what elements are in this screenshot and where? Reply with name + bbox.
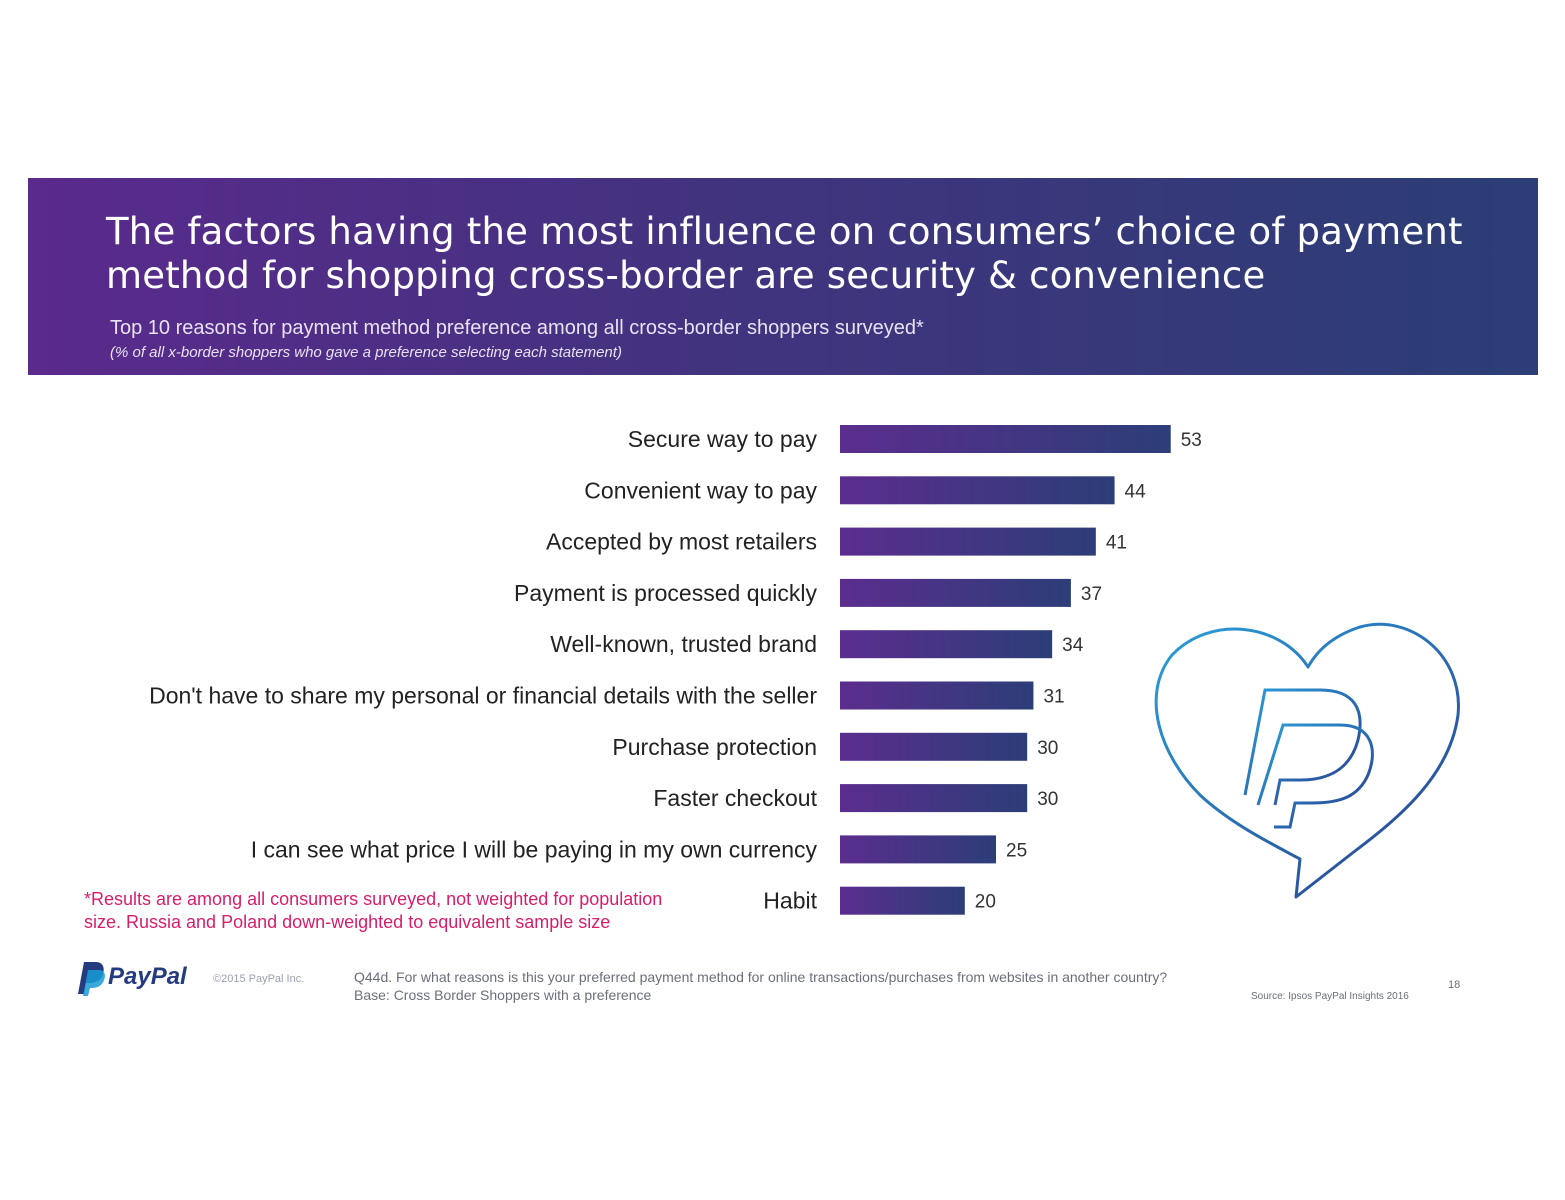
footnote: *Results are among all consumers surveye… xyxy=(84,889,663,932)
bar xyxy=(840,886,965,915)
category-label: Don't have to share my personal or finan… xyxy=(149,683,817,709)
chart-subtitle: Top 10 reasons for payment method prefer… xyxy=(110,317,924,339)
value-label: 44 xyxy=(1125,481,1147,502)
survey-question: Q44d. For what reasons is this your pref… xyxy=(354,968,1167,1004)
bar xyxy=(840,681,1034,710)
category-label: Payment is processed quickly xyxy=(514,580,817,606)
paypal-logo-icon xyxy=(78,962,105,996)
value-label: 41 xyxy=(1106,533,1127,554)
category-label: Secure way to pay xyxy=(628,426,818,452)
source: Source: Ipsos PayPal Insights 2016 xyxy=(1251,991,1409,1002)
bar xyxy=(840,527,1096,556)
value-label: 20 xyxy=(975,892,996,913)
page-number: 18 xyxy=(1448,979,1461,991)
value-label: 34 xyxy=(1062,635,1084,656)
category-label: Accepted by most retailers xyxy=(546,529,817,555)
category-label: Faster checkout xyxy=(653,785,817,811)
title-banner: The factors having the most influence on… xyxy=(28,178,1538,375)
bar xyxy=(840,784,1028,813)
value-label: 37 xyxy=(1081,584,1102,605)
category-label: Well-known, trusted brand xyxy=(550,631,817,657)
category-label: I can see what price I will be paying in… xyxy=(251,836,818,862)
bar xyxy=(840,732,1028,761)
page-title: The factors having the most influence on… xyxy=(106,210,1463,297)
base-text: Base: Cross Border Shoppers with a prefe… xyxy=(354,987,652,1003)
value-label: 31 xyxy=(1043,687,1064,708)
bar xyxy=(840,835,996,864)
value-label: 53 xyxy=(1181,430,1202,451)
category-label: Purchase protection xyxy=(612,734,817,760)
bar xyxy=(840,578,1071,607)
bar xyxy=(840,630,1053,659)
heart-paypal-icon xyxy=(1154,622,1460,899)
value-label: 30 xyxy=(1037,789,1058,810)
paypal-wordmark: PayPal xyxy=(108,963,187,990)
value-label: 25 xyxy=(1006,840,1027,861)
category-label: Convenient way to pay xyxy=(584,477,817,503)
category-label: Habit xyxy=(763,888,817,914)
chart-note: (% of all x-border shoppers who gave a p… xyxy=(110,344,622,361)
value-label: 30 xyxy=(1037,738,1058,759)
question-text: Q44d. For what reasons is this your pref… xyxy=(354,969,1168,985)
copyright: ©2015 PayPal Inc. xyxy=(213,973,305,985)
bar xyxy=(840,476,1115,505)
bar xyxy=(840,425,1171,453)
